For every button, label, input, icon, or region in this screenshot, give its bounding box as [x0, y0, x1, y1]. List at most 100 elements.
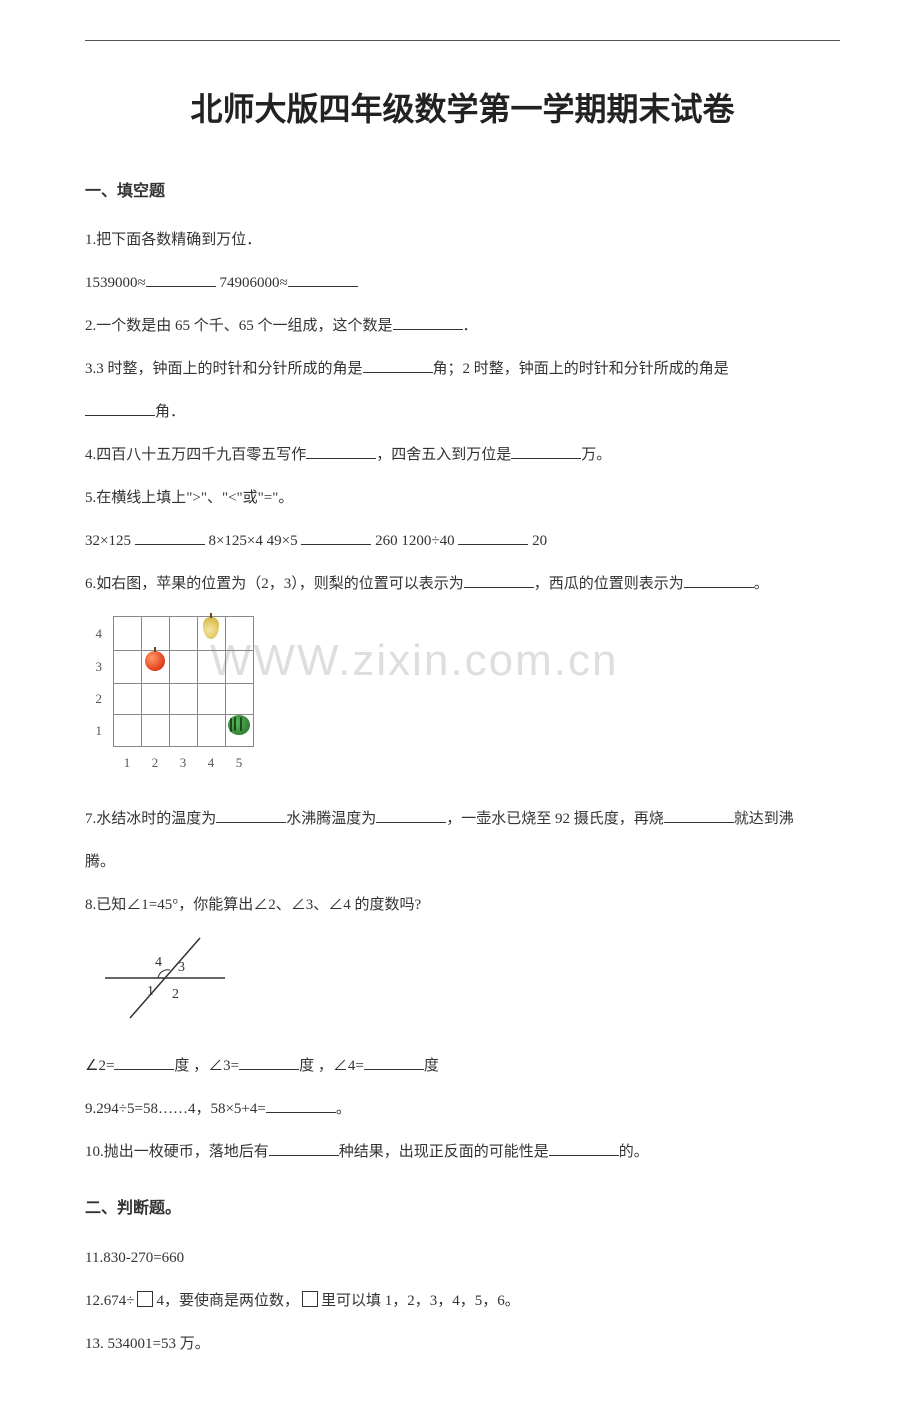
cell-watermelon	[225, 714, 253, 746]
q8: 8.已知∠1=45°，你能算出∠2、∠3、∠4 的度数吗?	[85, 897, 421, 913]
question-3-cont: 角．	[85, 393, 840, 432]
angle-2-label: 2	[172, 987, 179, 1002]
q7-d: 就达到沸	[734, 811, 794, 827]
q5-b: 8×125×4 49×5	[208, 533, 297, 549]
q11: 11.830-270=660	[85, 1250, 184, 1266]
q7-a: 7.水结冰时的温度为	[85, 811, 216, 827]
apple-icon	[145, 651, 165, 671]
q7-e: 腾。	[85, 854, 115, 870]
question-4: 4.四百八十五万四千九百零五写作，四舍五入到万位是万。	[85, 436, 840, 475]
blank	[549, 1138, 619, 1156]
y-label-3: 3	[85, 651, 113, 683]
question-2: 2.一个数是由 65 个千、65 个一组成，这个数是 ．	[85, 307, 840, 346]
q7-b: 水沸腾温度为	[286, 811, 376, 827]
corner	[85, 746, 113, 778]
question-5: 5.在横线上填上">"、"<"或"="。	[85, 479, 840, 518]
blank	[684, 570, 754, 588]
question-12: 12.674÷4，要使商是两位数，里可以填 1，2，3，4，5，6。	[85, 1282, 840, 1321]
cell-apple	[141, 651, 169, 683]
blank	[269, 1138, 339, 1156]
cell	[141, 714, 169, 746]
q12-c: 里可以填 1，2，3，4，5，6。	[321, 1293, 520, 1309]
q4-a: 4.四百八十五万四千九百零五写作	[85, 447, 306, 463]
question-1: 1.把下面各数精确到万位．	[85, 221, 840, 260]
q1-b: 74906000≈	[219, 275, 287, 291]
q12-a: 12.674÷	[85, 1293, 134, 1309]
box-icon	[137, 1291, 153, 1307]
q5-d: 20	[532, 533, 547, 549]
blank	[266, 1095, 336, 1113]
page-title: 北师大版四年级数学第一学期期末试卷	[85, 71, 840, 148]
cell-pear	[197, 617, 225, 651]
blank	[393, 312, 463, 330]
blank	[135, 527, 205, 545]
y-label-4: 4	[85, 617, 113, 651]
cell	[197, 714, 225, 746]
q9-a: 9.294÷5=58……4，58×5+4=	[85, 1101, 266, 1117]
cell	[169, 683, 197, 714]
y-label-1: 1	[85, 714, 113, 746]
blank	[511, 441, 581, 459]
angle-figure: 4 3 1 2	[100, 933, 840, 1037]
top-divider	[85, 40, 840, 41]
cell	[169, 617, 197, 651]
q13: 13. 534001=53 万。	[85, 1336, 210, 1352]
question-8-line2: ∠2=度 ，∠3=度 ，∠4=度	[85, 1047, 840, 1086]
fruit-grid: 4 3 2 1	[85, 616, 254, 778]
blank	[376, 805, 446, 823]
question-11: 11.830-270=660	[85, 1239, 840, 1278]
cell	[113, 714, 141, 746]
blank	[458, 527, 528, 545]
q5-c: 260 1200÷40	[375, 533, 454, 549]
cell	[141, 683, 169, 714]
q1-text: 1.把下面各数精确到万位．	[85, 232, 261, 248]
q3-b: 角；2 时整，钟面上的时针和分针所成的角是	[433, 361, 729, 377]
blank	[364, 1052, 424, 1070]
blank	[306, 441, 376, 459]
q8-d: 度	[424, 1058, 439, 1074]
question-6: 6.如右图，苹果的位置为（2，3），则梨的位置可以表示为，西瓜的位置则表示为。	[85, 565, 840, 604]
section-1-heading: 一、填空题	[85, 173, 840, 211]
q6-b: ，西瓜的位置则表示为	[534, 576, 684, 592]
q5: 5.在横线上填上">"、"<"或"="。	[85, 490, 293, 506]
q2-suffix: ．	[463, 318, 478, 334]
cell	[197, 683, 225, 714]
q1-a: 1539000≈	[85, 275, 146, 291]
angle-1-label: 1	[147, 984, 154, 999]
blank	[664, 805, 734, 823]
angle-4-label: 4	[155, 955, 162, 970]
blank	[146, 269, 216, 287]
q2-a: 2.一个数是由 65 个千、65 个一组成，这个数是	[85, 318, 393, 334]
angle-svg: 4 3 1 2	[100, 933, 230, 1023]
cell	[113, 683, 141, 714]
q8-b: 度 ，∠3=	[174, 1058, 239, 1074]
q3-c: 角．	[155, 404, 185, 420]
q8-a: ∠2=	[85, 1058, 114, 1074]
blank	[363, 355, 433, 373]
q3-a: 3.3 时整，钟面上的时针和分针所成的角是	[85, 361, 363, 377]
cell	[169, 651, 197, 683]
question-1-line2: 1539000≈ 74906000≈	[85, 264, 840, 303]
x-label-5: 5	[225, 746, 253, 778]
blank	[216, 805, 286, 823]
q7-c: ，一壶水已烧至 92 摄氏度，再烧	[446, 811, 664, 827]
cell	[141, 617, 169, 651]
question-8: 8.已知∠1=45°，你能算出∠2、∠3、∠4 的度数吗?	[85, 886, 840, 925]
question-13: 13. 534001=53 万。	[85, 1325, 840, 1364]
cell	[225, 683, 253, 714]
blank	[114, 1052, 174, 1070]
q5-a: 32×125	[85, 533, 131, 549]
fruit-grid-figure: 4 3 2 1	[85, 616, 254, 778]
pear-icon	[203, 617, 219, 639]
cell	[113, 617, 141, 651]
watermelon-icon	[228, 715, 250, 735]
question-10: 10.抛出一枚硬币，落地后有种结果，出现正反面的可能性是的。	[85, 1133, 840, 1172]
q10-a: 10.抛出一枚硬币，落地后有	[85, 1144, 269, 1160]
question-5-line2: 32×125 8×125×4 49×5 260 1200÷40 20	[85, 522, 840, 561]
question-7: 7.水结冰时的温度为 水沸腾温度为 ，一壶水已烧至 92 摄氏度，再烧 就达到沸	[85, 800, 840, 839]
blank	[288, 269, 358, 287]
section-2-heading: 二、判断题。	[85, 1190, 840, 1228]
q9-b: 。	[336, 1101, 351, 1117]
question-7-cont: 腾。	[85, 843, 840, 882]
x-label-3: 3	[169, 746, 197, 778]
